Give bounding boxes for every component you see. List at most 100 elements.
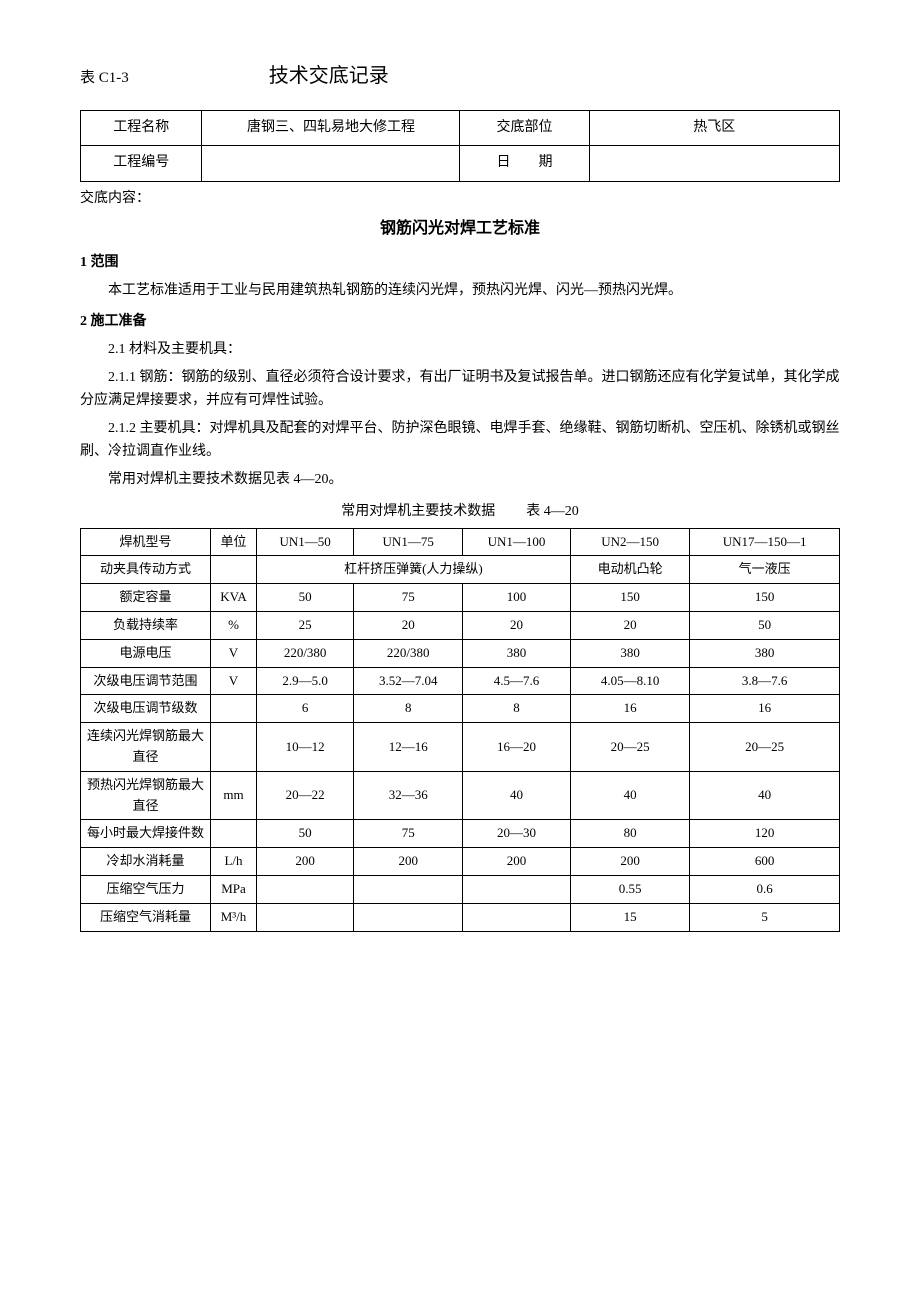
data-cell: 40 [570,771,689,820]
data-cell: 16 [570,695,689,723]
data-cell: 200 [257,848,354,876]
data-cell [257,903,354,931]
data-cell: 4.05—8.10 [570,667,689,695]
data-cell: 电动机凸轮 [570,556,689,584]
data-cell: 12—16 [354,723,463,772]
section-1-heading: 1 范围 [80,252,840,274]
table-row: 压缩空气压力 MPa 0.55 0.6 [81,876,840,904]
project-no-value [202,146,460,181]
data-cell: 200 [570,848,689,876]
section-1-paragraph: 本工艺标准适用于工业与民用建筑热轧钢筋的连续闪光焊，预热闪光焊、闪光—预热闪光焊… [80,280,840,302]
data-table-caption: 常用对焊机主要技术数据 表 4—20 [80,501,840,523]
col-h-6: UN17—150—1 [690,528,840,556]
data-cell: 75 [354,584,463,612]
data-cell: 80 [570,820,689,848]
data-table: 焊机型号 单位 UN1—50 UN1—75 UN1—100 UN2—150 UN… [80,528,840,932]
table-row: 动夹具传动方式 杠杆挤压弹簧(人力操纵) 电动机凸轮 气一液压 [81,556,840,584]
table-row: 压缩空气消耗量 M³/h 15 5 [81,903,840,931]
data-cell: 20 [463,612,571,640]
paragraph-2-1-2: 2.1.2 主要机具：对焊机具及配套的对焊平台、防护深色眼镜、电焊手套、绝缘鞋、… [80,418,840,463]
col-h-4: UN1—100 [463,528,571,556]
data-cell: 380 [463,639,571,667]
data-cell: 20—30 [463,820,571,848]
date-label: 日 期 [460,146,589,181]
data-cell: 75 [354,820,463,848]
param-label: 额定容量 [81,584,211,612]
unit-cell: M³/h [211,903,257,931]
merged-cell: 杠杆挤压弹簧(人力操纵) [257,556,571,584]
data-cell: 150 [690,584,840,612]
param-label: 次级电压调节范围 [81,667,211,695]
data-cell [354,903,463,931]
data-cell: 20—22 [257,771,354,820]
document-header: 表 C1-3 技术交底记录 [80,60,840,92]
data-cell: 气一液压 [690,556,840,584]
data-cell: 200 [463,848,571,876]
data-cell: 20 [354,612,463,640]
data-cell: 10—12 [257,723,354,772]
unit-cell: % [211,612,257,640]
data-cell: 50 [690,612,840,640]
data-cell: 20—25 [690,723,840,772]
unit-cell: KVA [211,584,257,612]
data-cell: 25 [257,612,354,640]
caption-right: 表 4—20 [526,504,579,519]
info-table: 工程名称 唐钢三、四轧易地大修工程 交底部位 热飞区 工程编号 日 期 [80,110,840,182]
content-label: 交底内容： [80,188,840,210]
table-row: 冷却水消耗量 L/h 200 200 200 200 600 [81,848,840,876]
data-cell: 220/380 [257,639,354,667]
table-label: 表 C1-3 [80,66,129,90]
data-cell: 20 [570,612,689,640]
data-cell: 200 [354,848,463,876]
section-label: 交底部位 [460,111,589,146]
data-cell: 8 [354,695,463,723]
param-label: 电源电压 [81,639,211,667]
table-row: 连续闪光焊钢筋最大直径 10—12 12—16 16—20 20—25 20—2… [81,723,840,772]
unit-cell [211,820,257,848]
col-h-3: UN1—75 [354,528,463,556]
data-cell: 50 [257,820,354,848]
data-cell: 100 [463,584,571,612]
table-row: 工程编号 日 期 [81,146,840,181]
param-label: 负载持续率 [81,612,211,640]
data-cell: 16—20 [463,723,571,772]
project-name-value: 唐钢三、四轧易地大修工程 [202,111,460,146]
table-row: 次级电压调节级数 6 8 8 16 16 [81,695,840,723]
data-cell: 380 [570,639,689,667]
date-value [589,146,840,181]
unit-cell [211,723,257,772]
unit-cell [211,695,257,723]
paragraph-2-1-1: 2.1.1 钢筋：钢筋的级别、直径必须符合设计要求，有出厂证明书及复试报告单。进… [80,367,840,412]
data-cell: 40 [463,771,571,820]
data-cell: 3.52—7.04 [354,667,463,695]
data-cell: 20—25 [570,723,689,772]
table-row: 每小时最大焊接件数 50 75 20—30 80 120 [81,820,840,848]
data-cell: 380 [690,639,840,667]
data-cell [463,876,571,904]
project-no-label: 工程编号 [81,146,202,181]
unit-cell: mm [211,771,257,820]
data-cell: 50 [257,584,354,612]
data-cell: 2.9—5.0 [257,667,354,695]
data-cell: 5 [690,903,840,931]
unit-cell: V [211,667,257,695]
unit-cell: MPa [211,876,257,904]
data-cell: 16 [690,695,840,723]
param-label: 冷却水消耗量 [81,848,211,876]
unit-cell [211,556,257,584]
data-cell: 40 [690,771,840,820]
data-cell: 6 [257,695,354,723]
data-cell: 8 [463,695,571,723]
data-cell: 220/380 [354,639,463,667]
caption-left: 常用对焊机主要技术数据 [341,504,495,519]
unit-cell: L/h [211,848,257,876]
paragraph-2-1: 2.1 材料及主要机具： [80,339,840,361]
content-subtitle: 钢筋闪光对焊工艺标准 [80,216,840,242]
table-row: 次级电压调节范围 V 2.9—5.0 3.52—7.04 4.5—7.6 4.0… [81,667,840,695]
data-cell: 4.5—7.6 [463,667,571,695]
table-row: 额定容量 KVA 50 75 100 150 150 [81,584,840,612]
table-row: 负载持续率 % 25 20 20 20 50 [81,612,840,640]
param-label: 每小时最大焊接件数 [81,820,211,848]
param-label: 次级电压调节级数 [81,695,211,723]
param-label: 动夹具传动方式 [81,556,211,584]
